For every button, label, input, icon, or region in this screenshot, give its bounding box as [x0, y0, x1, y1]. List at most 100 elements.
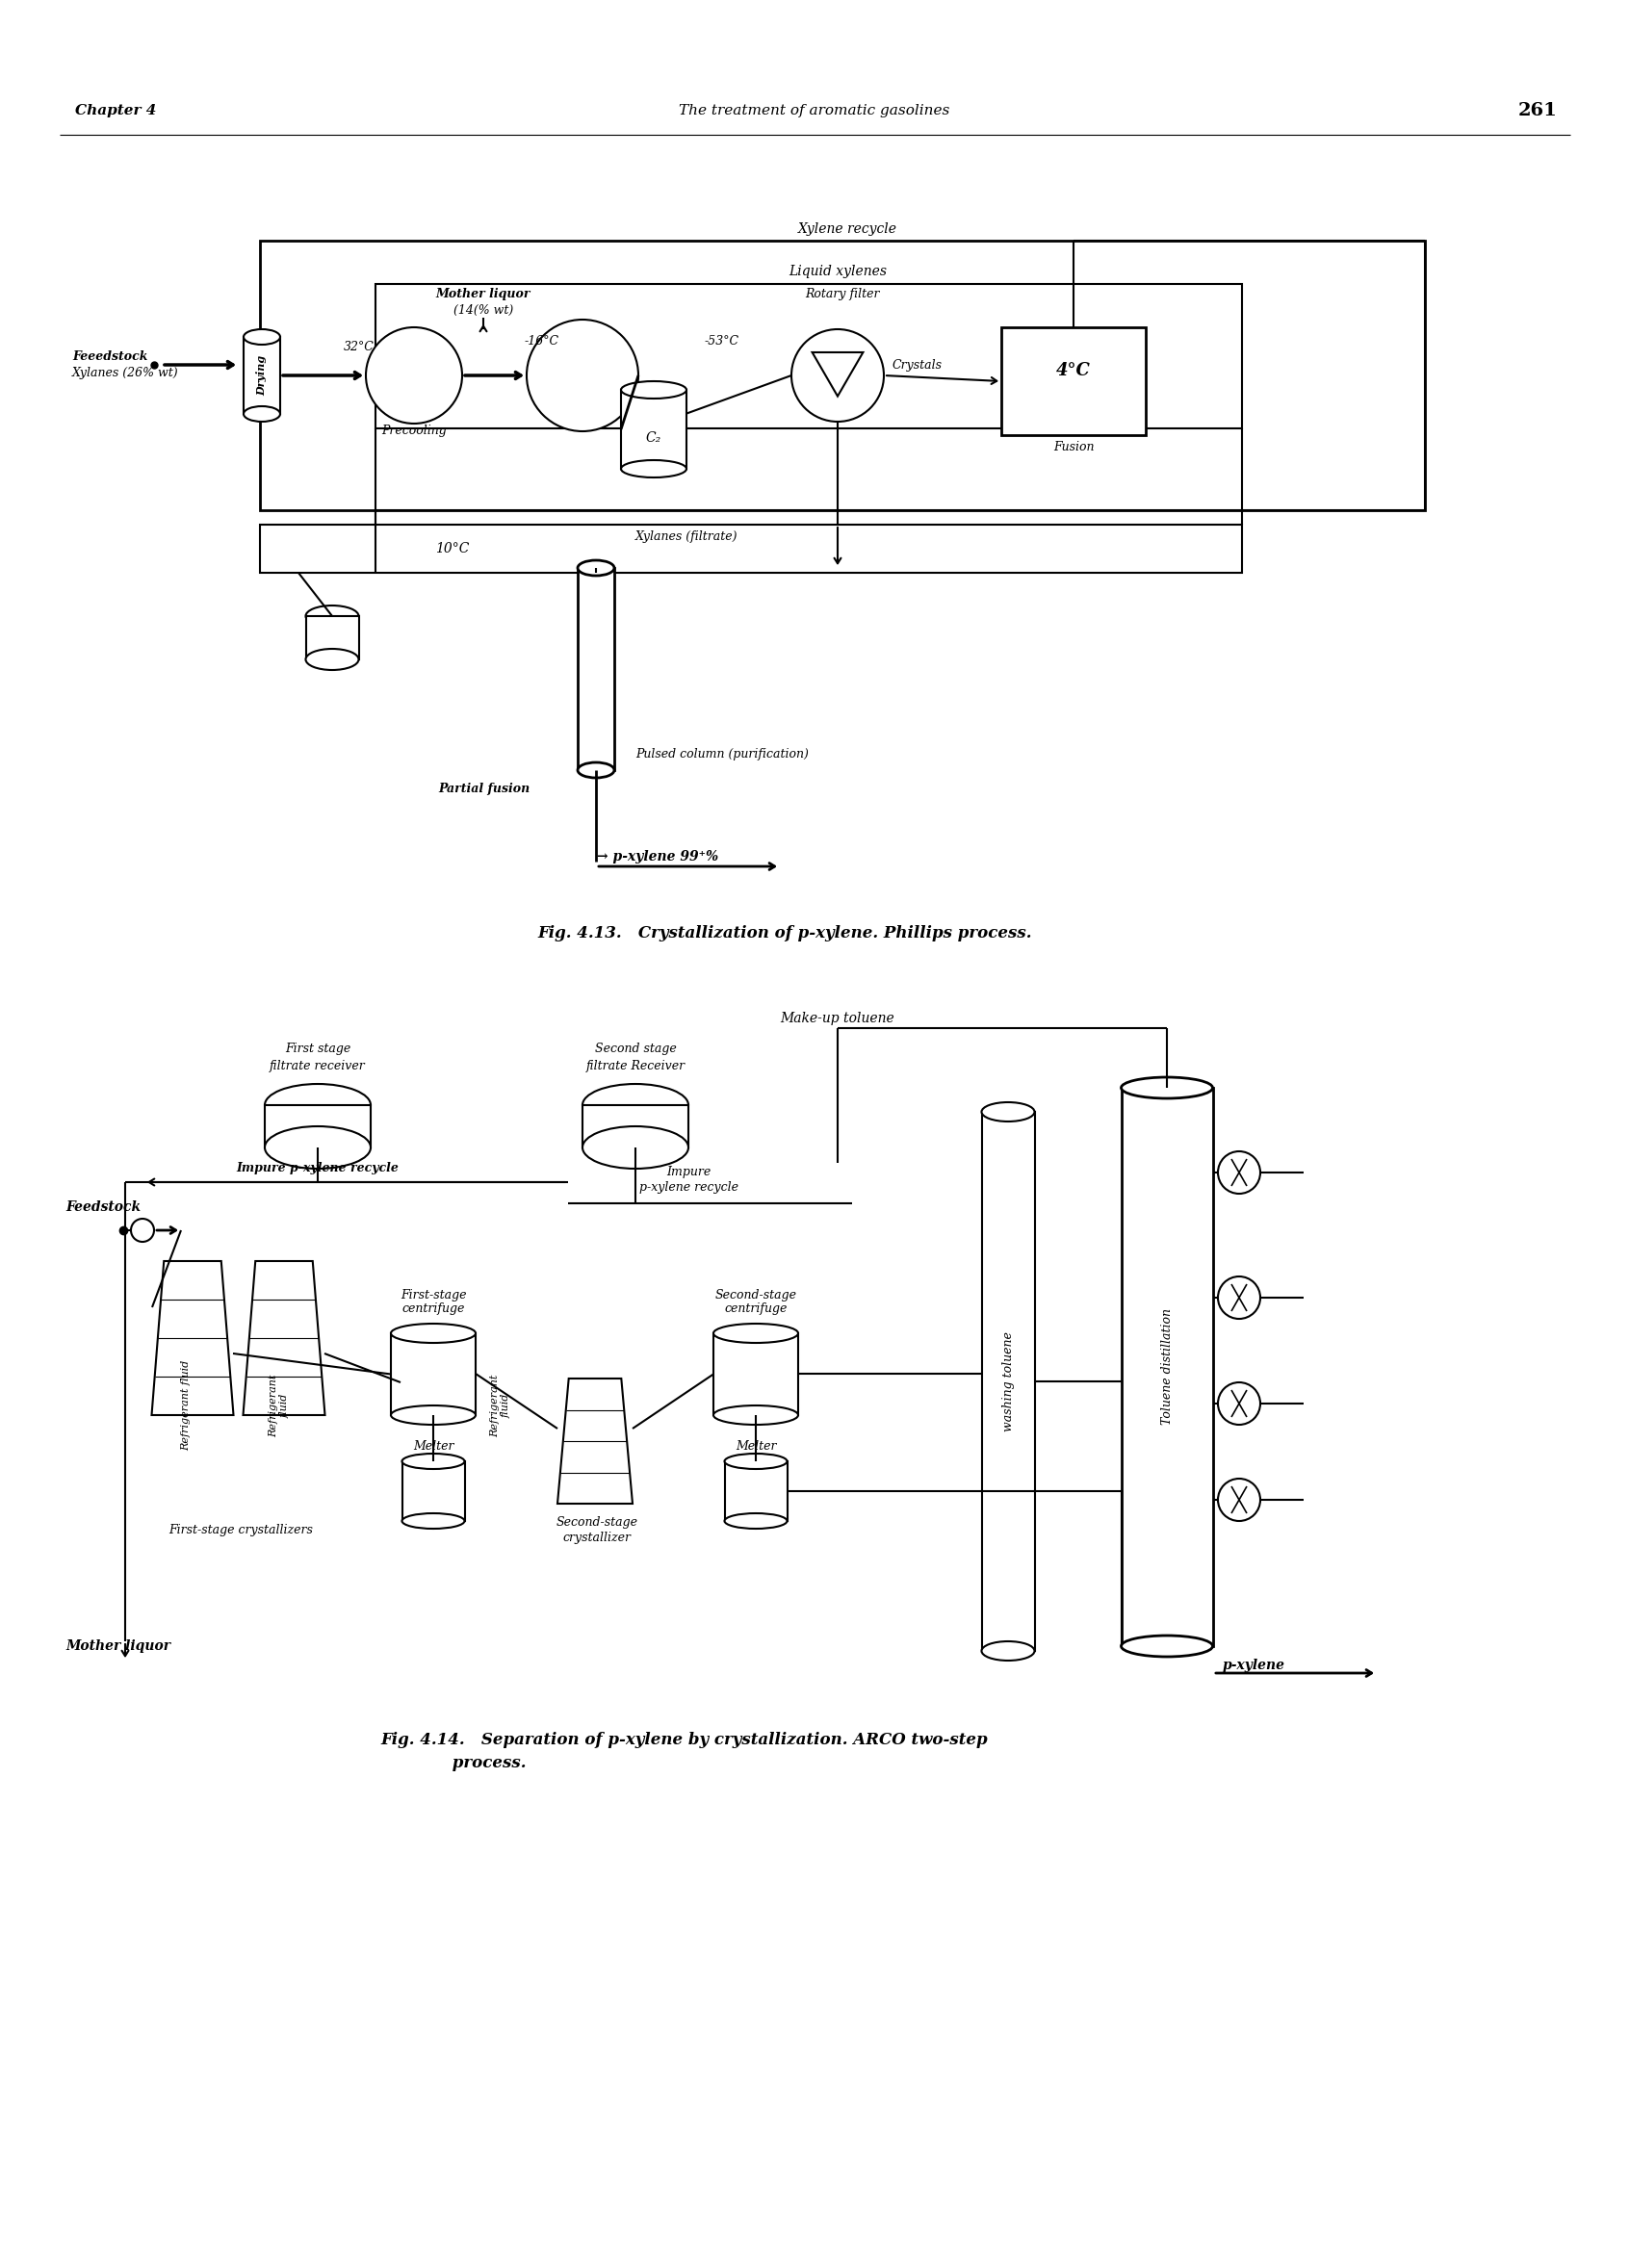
Bar [714, 1334, 799, 1415]
Ellipse shape [621, 460, 686, 479]
Text: centrifuge: centrifuge [724, 1302, 787, 1315]
Ellipse shape [981, 1642, 1035, 1660]
Text: Xylanes (26% wt): Xylanes (26% wt) [72, 367, 179, 379]
Text: Toluene distillation: Toluene distillation [1161, 1309, 1174, 1424]
Bar [403, 1461, 465, 1522]
Text: Mother liquor: Mother liquor [435, 288, 531, 299]
Text: Make-up toluene: Make-up toluene [781, 1012, 895, 1025]
Text: Partial fusion: Partial fusion [438, 782, 530, 796]
Text: centrifuge: centrifuge [401, 1302, 465, 1315]
Text: Mother liquor: Mother liquor [65, 1640, 171, 1653]
Text: Feeedstock: Feeedstock [72, 349, 148, 363]
Polygon shape [243, 1261, 324, 1415]
Bar [243, 338, 280, 415]
Ellipse shape [391, 1406, 476, 1424]
Text: First-stage: First-stage [401, 1288, 466, 1302]
Text: Melter: Melter [735, 1440, 776, 1454]
Polygon shape [812, 352, 862, 397]
Bar [264, 1105, 370, 1148]
Text: Chapter 4: Chapter 4 [75, 104, 156, 118]
Ellipse shape [981, 1102, 1035, 1120]
Bar [306, 617, 359, 660]
Text: Fig. 4.13.   Crystallization of p-xylene. Phillips process.: Fig. 4.13. Crystallization of p-xylene. … [538, 925, 1032, 941]
Text: The treatment of aromatic gasolines: The treatment of aromatic gasolines [680, 104, 950, 118]
Ellipse shape [306, 649, 359, 669]
Text: → p-xylene 99⁺%: → p-xylene 99⁺% [597, 850, 719, 864]
Bar [981, 1111, 1035, 1651]
Ellipse shape [243, 406, 280, 422]
Circle shape [1218, 1152, 1260, 1193]
Text: Second stage: Second stage [595, 1043, 676, 1055]
Polygon shape [557, 1379, 632, 1504]
Text: C₂: C₂ [645, 431, 662, 445]
Text: Impure: Impure [667, 1166, 711, 1179]
Ellipse shape [403, 1513, 465, 1529]
Circle shape [130, 1218, 155, 1243]
Text: Drying: Drying [256, 356, 267, 395]
Text: Melter: Melter [412, 1440, 453, 1454]
Ellipse shape [243, 329, 280, 345]
Circle shape [792, 329, 883, 422]
Text: Feedstock: Feedstock [65, 1200, 140, 1213]
Bar [577, 567, 615, 771]
Bar [259, 524, 1242, 574]
Ellipse shape [621, 381, 686, 399]
Ellipse shape [724, 1454, 787, 1470]
Text: filtrate Receiver: filtrate Receiver [585, 1061, 685, 1073]
Text: 4°C: 4°C [1056, 363, 1090, 379]
Ellipse shape [582, 1084, 688, 1127]
Ellipse shape [582, 1127, 688, 1168]
Bar [375, 284, 1242, 429]
Text: p-xylene: p-xylene [1222, 1658, 1286, 1672]
Ellipse shape [264, 1127, 370, 1168]
Text: 32°C: 32°C [344, 340, 375, 354]
Ellipse shape [724, 1513, 787, 1529]
Ellipse shape [577, 762, 615, 778]
Text: p-xylene recycle: p-xylene recycle [639, 1182, 738, 1193]
Text: Rotary filter: Rotary filter [805, 288, 880, 299]
Text: (14(% wt): (14(% wt) [453, 304, 513, 315]
Bar [621, 390, 686, 469]
Ellipse shape [403, 1454, 465, 1470]
Ellipse shape [306, 606, 359, 626]
Text: -16°C: -16°C [525, 336, 559, 347]
Text: Pulsed column (purification): Pulsed column (purification) [636, 748, 808, 760]
Ellipse shape [577, 560, 615, 576]
Text: -53°C: -53°C [704, 336, 740, 347]
Text: Second-stage: Second-stage [716, 1288, 797, 1302]
Text: Second-stage: Second-stage [556, 1517, 637, 1529]
Ellipse shape [264, 1084, 370, 1127]
Circle shape [526, 320, 639, 431]
Text: crystallizer: crystallizer [562, 1531, 631, 1545]
Text: filtrate receiver: filtrate receiver [269, 1061, 365, 1073]
Text: Fig. 4.14.   Separation of p-xylene by crystallization. ARCO two-step: Fig. 4.14. Separation of p-xylene by cry… [380, 1733, 988, 1749]
Ellipse shape [391, 1325, 476, 1343]
Text: Refrigerant
fluid: Refrigerant fluid [269, 1374, 290, 1438]
Polygon shape [152, 1261, 233, 1415]
Text: Liquid xylenes: Liquid xylenes [789, 265, 887, 279]
Ellipse shape [714, 1406, 799, 1424]
Bar [582, 1105, 688, 1148]
Text: First-stage crystallizers: First-stage crystallizers [168, 1524, 313, 1538]
Text: washing toluene: washing toluene [1002, 1331, 1014, 1431]
Ellipse shape [714, 1325, 799, 1343]
Text: First stage: First stage [285, 1043, 350, 1055]
Circle shape [1218, 1479, 1260, 1522]
Text: process.: process. [380, 1755, 526, 1771]
Circle shape [365, 327, 463, 424]
Text: 261: 261 [1519, 102, 1558, 120]
Text: 10°C: 10°C [435, 542, 469, 556]
Circle shape [1218, 1383, 1260, 1424]
Bar [259, 240, 1425, 510]
Text: Refrigerant
fluid: Refrigerant fluid [491, 1374, 512, 1438]
Text: Impure p-xylene recycle: Impure p-xylene recycle [236, 1161, 399, 1175]
Text: Xylanes (filtrate): Xylanes (filtrate) [636, 531, 738, 544]
Ellipse shape [1121, 1635, 1213, 1656]
Text: Refrigerant fluid: Refrigerant fluid [181, 1361, 191, 1452]
Bar [1121, 1089, 1213, 1647]
Bar [725, 1461, 787, 1522]
Circle shape [1218, 1277, 1260, 1318]
Ellipse shape [1121, 1077, 1213, 1098]
Text: Fusion: Fusion [1053, 442, 1094, 454]
Text: Xylene recycle: Xylene recycle [797, 222, 897, 236]
